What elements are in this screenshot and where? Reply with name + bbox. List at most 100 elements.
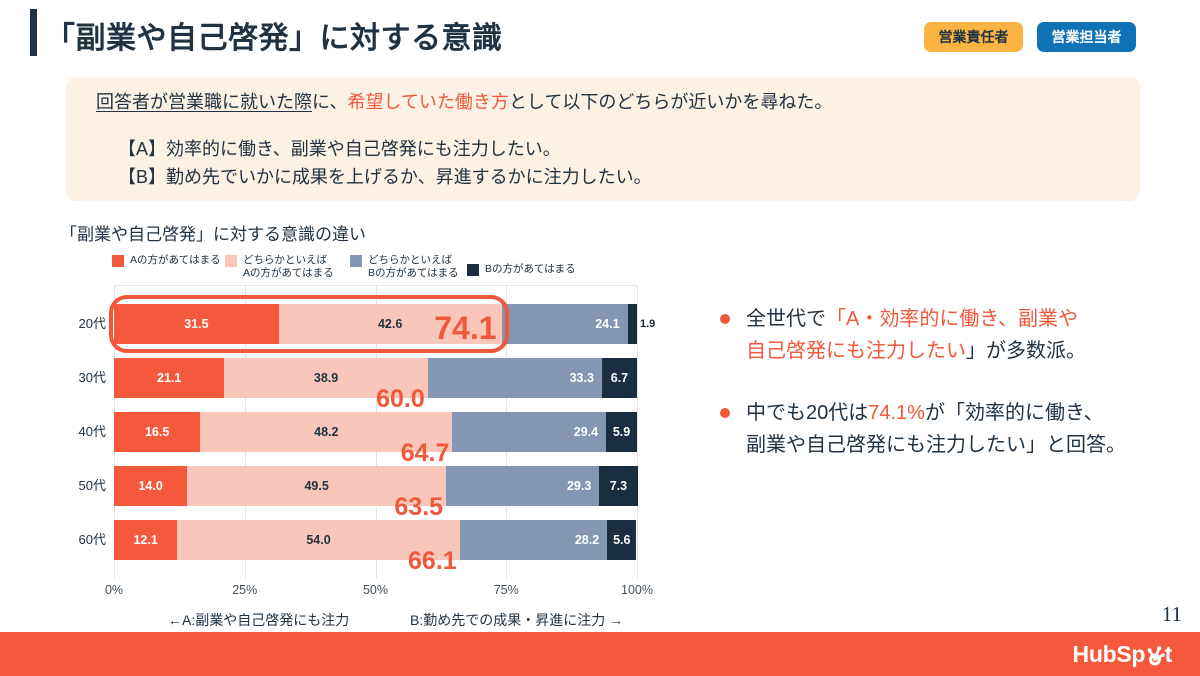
legend-swatch-icon [467,264,479,276]
badge-sales-manager: 営業責任者 [924,22,1023,52]
bar-value-label: 33.3 [569,371,594,385]
insight-item-1: 全世代で「A・効率的に働き、副業や自己啓発にも注力したい」が多数派。 [720,303,1170,367]
insight-text-1: 全世代で「A・効率的に働き、副業や自己啓発にも注力したい」が多数派。 [746,303,1170,367]
text-segment: として以下のどちらが近いかを尋ねた。 [508,92,833,112]
axis-caption-a: ←A:副業や自己啓発にも注力 [168,612,350,628]
row-label: 50代 [78,478,106,493]
legend-swatch-icon [350,255,362,267]
legend-label: Aの方があてはまる [130,254,221,266]
hubspot-logo-text-tail: t [1164,640,1173,667]
bar-segment: 5.6 [607,520,637,560]
bar-value-label: 29.4 [573,425,599,439]
bar-segment: 28.2 [459,520,608,560]
legend-item: Aの方があてはまる [112,254,221,267]
text-segment: 「A・効率的に働き、副業や [826,308,1078,330]
text-segment: 中でも20代は [746,402,869,424]
bar-segment: 5.9 [606,412,637,452]
bar-segment: 54.0 [177,520,460,560]
chart-legend: Aの方があてはまる どちらかといえば Aの方があてはまる どちらかといえば Bの方があて… [112,254,652,284]
text-segment: 自己啓発にも注力したい [746,340,966,362]
row-label: 20代 [78,316,106,331]
bar-value-label: 28.2 [574,533,600,547]
title-accent-bar [30,9,37,56]
chart-title: 「副業や自己啓発」に対する意識の違い [60,225,366,244]
bar-segment [627,304,638,344]
text-segment: 全世代で [746,308,826,330]
a-total-label: 74.1 [434,310,497,346]
legend-label: どちらかといえば Bの方があてはまる [368,254,459,279]
x-tick-label: 100% [621,583,653,597]
row-label: 30代 [78,370,106,385]
question-option-b: 【B】勤め先でいかに成果を上げるか、昇進するかに注力したい。 [118,167,652,187]
stacked-bar: 31.5 42.6 24.1 1.9 74.1 [109,295,655,353]
legend-swatch-icon [112,255,124,267]
stacked-bar-plot: 20代 31.5 42.6 24.1 1.9 74.1 30代 21.1 38.9 33.3 6.7… [79,285,655,578]
bar-segment: 29.3 [446,466,600,506]
bar-value-label: 7.3 [609,479,628,493]
x-axis-ticks: 0% 25% 50% 75% 100% [105,583,653,599]
a-total-label: 64.7 [400,439,450,467]
bar-value-label: 49.5 [304,479,329,493]
legend-label: どちらかといえば Aの方があてはまる [243,254,334,279]
row-label: 60代 [78,532,106,547]
hubspot-logo-text-head: HubSp [1072,640,1146,667]
badge-sales-rep-label: 営業担当者 [1051,29,1122,45]
legend-item: Bの方があてはまる [467,263,576,276]
text-segment: 希望していた働き方 [347,92,509,112]
bar-value-label: 31.5 [184,317,209,331]
bar-segment: 29.4 [452,412,607,452]
bar-value-label: 42.6 [377,317,403,331]
text-segment: が「効率的に働き、 [924,402,1104,424]
stacked-bar: 14.0 49.5 29.3 7.3 63.5 [114,466,638,521]
question-option-a: 【A】効率的に働き、副業や自己啓発にも注力したい。 [118,139,561,159]
bar-value-label: 48.2 [314,425,339,439]
bar-value-label: 21.1 [157,371,182,385]
bar-value-label: 38.9 [313,371,339,385]
bar-segment: 14.0 [114,466,188,506]
page-number: 11 [1161,602,1182,626]
legend-swatch-icon [225,255,237,267]
insights-panel: 全世代で「A・効率的に働き、副業や自己啓発にも注力したい」が多数派。 中でも20… [720,303,1170,491]
bar-segment: 16.5 [114,412,201,452]
row-label: 40代 [78,424,106,439]
question-box: 回答者が営業職に就いた際に、希望していた働き方として以下のどちらが近いかを尋ねた… [66,77,1140,201]
highlight-outline [109,295,509,353]
text-segment: 副業や自己啓発にも注力したい」と回答。 [746,434,1126,456]
text-segment: 」が多数派。 [966,340,1086,362]
legend-item: どちらかといえば Aの方があてはまる [225,254,334,280]
bar-segment: 31.5 [114,304,279,344]
badge-sales-manager-label: 営業責任者 [938,29,1009,45]
bar-value-label: 1.9 [640,318,656,330]
bullet-dot-icon [720,408,730,418]
chart-row-60代: 60代 12.1 54.0 28.2 5.6 66.1 [79,520,637,575]
a-total-label: 60.0 [376,385,425,413]
bar-segment: 33.3 [427,358,602,398]
bar-value-label: 29.3 [566,479,592,493]
a-total-label: 66.1 [408,547,457,575]
bar-value-label: 54.0 [306,533,331,547]
question-intro: 回答者が営業職に就いた際に、希望していた働き方として以下のどちらが近いかを尋ねた… [96,89,832,115]
x-tick-label: 50% [362,583,389,597]
chart-row-50代: 50代 14.0 49.5 29.3 7.3 63.5 [79,466,638,521]
bar-segment: 38.9 [224,358,428,398]
page-title: 「副業や自己啓発」に対する意識 [45,22,503,55]
text-segment: に、 [312,92,348,112]
stacked-bar: 21.1 38.9 33.3 6.7 60.0 [114,358,637,413]
x-tick-label: 25% [232,583,258,597]
bar-value-label: 16.5 [144,425,170,439]
hubspot-logo: HubSp t [1072,632,1173,676]
text-segment: 74.1% [868,402,925,424]
bar-value-label: 14.0 [138,479,163,493]
stacked-bar: 16.5 48.2 29.4 5.9 64.7 [114,412,637,467]
footer-bar: HubSp t [0,632,1200,676]
bar-value-label: 12.1 [133,533,158,547]
legend-label: Bの方があてはまる [485,263,576,275]
insight-text-2: 中でも20代は74.1%が「効率的に働き、副業や自己啓発にも注力したい」と回答。 [746,397,1170,461]
bar-segment: 42.6 [278,304,502,344]
axis-caption-b: B:勤め先での成果・昇進に注力 → [410,612,624,628]
x-tick-label: 75% [493,583,519,597]
hubspot-sprocket-icon [1147,646,1165,666]
chart-row-30代: 30代 21.1 38.9 33.3 6.7 60.0 [79,358,637,413]
stacked-bar: 12.1 54.0 28.2 5.6 66.1 [114,520,637,575]
